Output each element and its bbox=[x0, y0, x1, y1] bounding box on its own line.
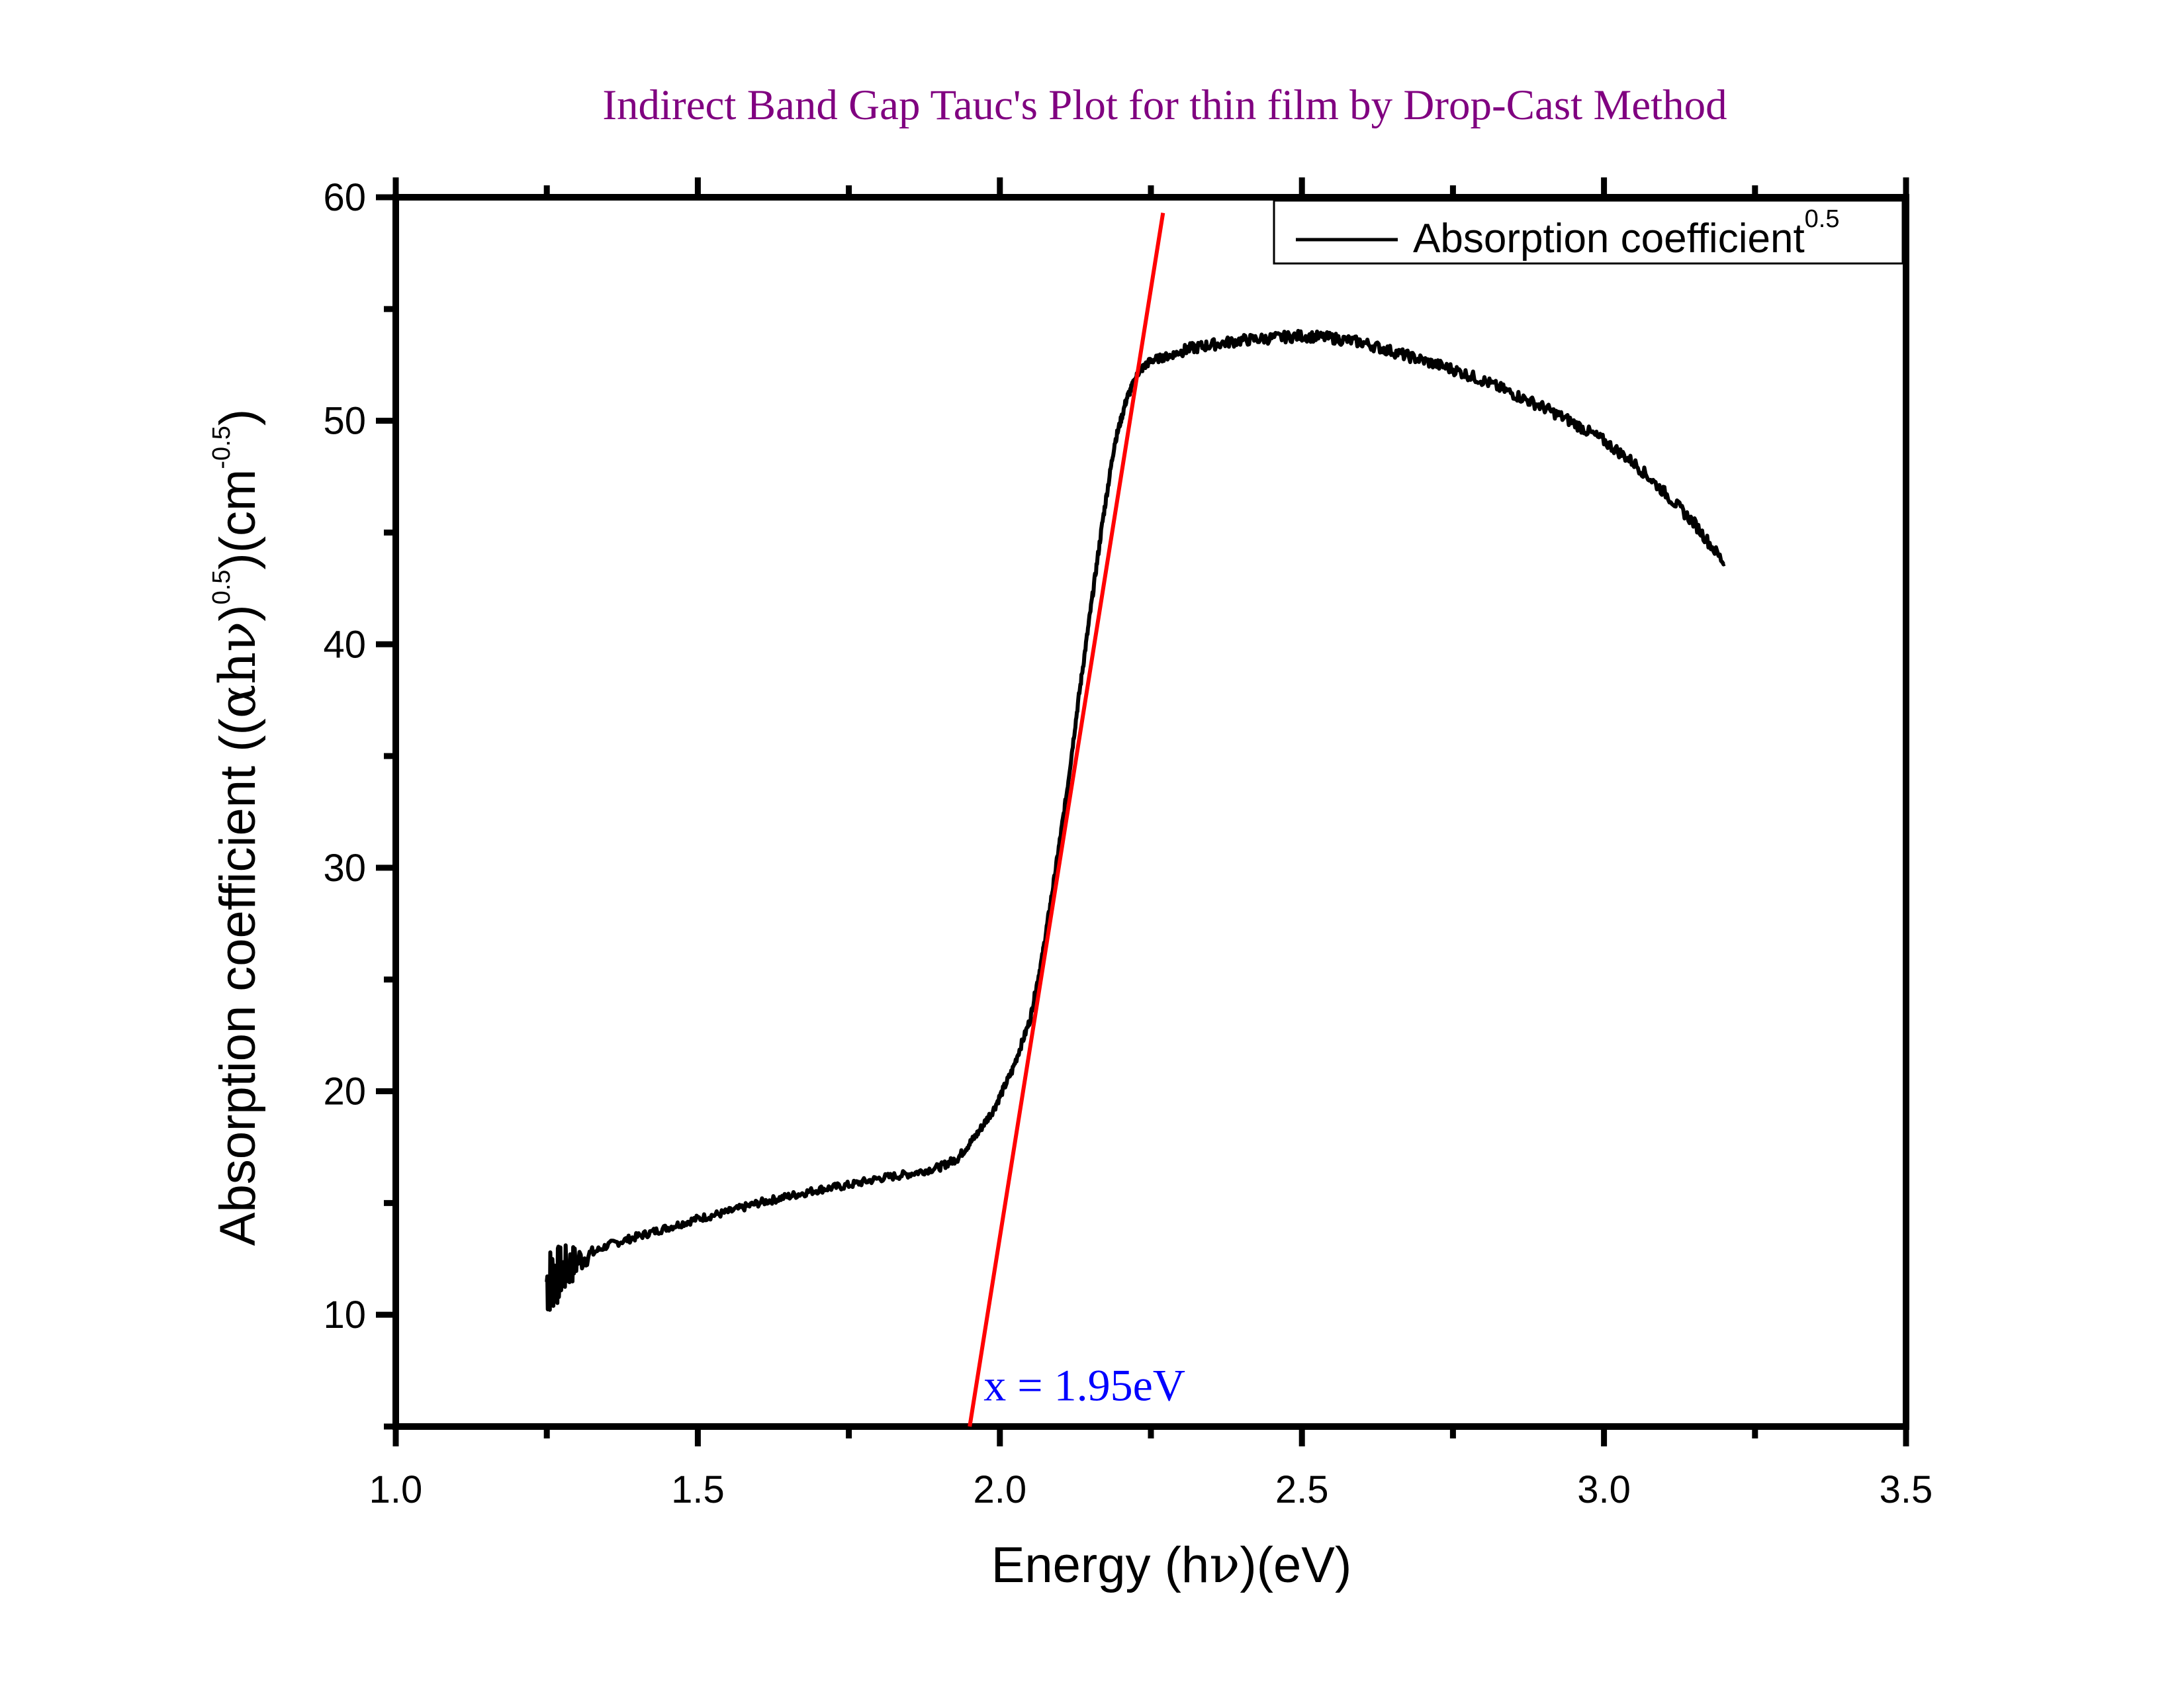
y-axis-label-sup2: -0.5 bbox=[208, 426, 236, 469]
x-axis-label-greek: ν bbox=[1209, 1535, 1240, 1594]
band-gap-annotation: x = 1.95eV bbox=[983, 1360, 1185, 1411]
legend-label: Absorption coefficient0.5 bbox=[1413, 205, 1840, 261]
y-axis-label-greek: αhν bbox=[208, 622, 267, 718]
x-tick-label: 3.0 bbox=[1577, 1468, 1631, 1511]
x-tick-label: 1.0 bbox=[369, 1468, 423, 1511]
y-tick-label: 30 bbox=[323, 847, 366, 890]
x-tick-label: 2.5 bbox=[1275, 1468, 1329, 1511]
legend-box bbox=[1273, 199, 1904, 265]
x-axis-label: Energy (hν)(eV) bbox=[991, 1535, 1352, 1594]
series-layer bbox=[545, 212, 1726, 1427]
axis-ticks: 1.0 1.5 2.0 2.5 3.0 3.5 10 20 30 40 50 60 bbox=[323, 176, 1933, 1511]
chart-title: Indirect Band Gap Tauc's Plot for thin f… bbox=[602, 81, 1727, 129]
y-tick-label: 60 bbox=[323, 176, 366, 219]
y-tick-label: 40 bbox=[323, 623, 366, 666]
legend-label-text: Absorption coefficient bbox=[1413, 216, 1805, 261]
x-axis-label-before: Energy (h bbox=[991, 1537, 1210, 1593]
series-absorption-curve bbox=[545, 328, 1726, 1312]
y-axis-label-part1: Absorption coefficient (( bbox=[210, 718, 266, 1246]
x-tick-label: 1.5 bbox=[671, 1468, 725, 1511]
y-tick-label: 10 bbox=[323, 1293, 366, 1336]
legend-label-sup: 0.5 bbox=[1805, 205, 1840, 233]
y-axis-label-part4: ) bbox=[210, 409, 266, 426]
x-axis-label-after: )(eV) bbox=[1240, 1537, 1351, 1593]
legend: Absorption coefficient0.5 bbox=[1273, 199, 1904, 265]
y-axis-label-part2: ) bbox=[210, 604, 266, 621]
y-axis-label-sup1: 0.5 bbox=[208, 570, 236, 605]
y-axis-label: Absorption coefficient ((αhν)0.5)(cm-0.5… bbox=[208, 409, 267, 1246]
y-tick-label: 20 bbox=[323, 1070, 366, 1113]
y-tick-label: 50 bbox=[323, 400, 366, 443]
x-tick-label: 3.5 bbox=[1880, 1468, 1933, 1511]
y-axis-label-part3: )(cm bbox=[210, 469, 266, 570]
series-linear-fit-line bbox=[968, 212, 1165, 1427]
x-tick-label: 2.0 bbox=[973, 1468, 1026, 1511]
